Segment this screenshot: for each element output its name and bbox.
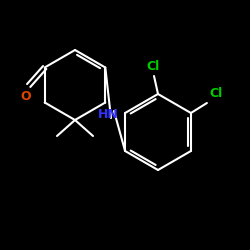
Text: HN: HN (98, 108, 118, 122)
Text: Cl: Cl (209, 87, 222, 100)
Text: Cl: Cl (146, 60, 160, 73)
Text: O: O (20, 90, 31, 104)
